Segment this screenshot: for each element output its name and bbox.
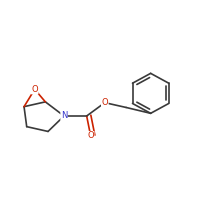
Text: O: O xyxy=(87,131,94,140)
Text: N: N xyxy=(61,111,67,120)
Text: O: O xyxy=(31,85,38,94)
Text: O: O xyxy=(101,98,108,107)
